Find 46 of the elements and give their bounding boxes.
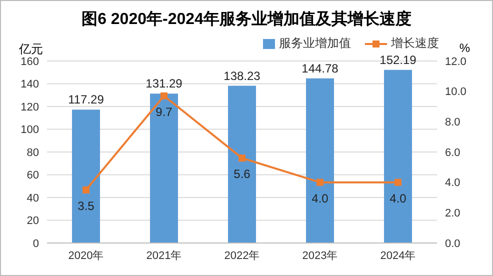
data-label: 5.6 (234, 167, 251, 182)
y-tick-label: 60 (26, 170, 39, 182)
data-label: 117.29 (68, 92, 104, 107)
data-label: 138.23 (224, 68, 261, 83)
y-tick-label: 20 (26, 215, 39, 228)
y2-tick-label: 6.0 (445, 146, 460, 159)
y2-tick-label: 2.0 (445, 208, 460, 220)
x-tick-label: 2023年 (302, 250, 338, 262)
data-label: 9.7 (156, 104, 173, 119)
chart-title: 图6 2020年-2024年服务业增加值及其增长速度 (80, 9, 412, 30)
y-axis-title: 亿元 (19, 41, 43, 57)
data-label: 131.29 (146, 76, 183, 91)
bar (306, 78, 334, 243)
bar (228, 86, 256, 243)
point (82, 186, 90, 194)
y-tick-label: 80 (26, 146, 39, 159)
data-label: 144.78 (302, 61, 339, 76)
y-tick-label: 160 (20, 56, 39, 68)
y2-tick-label: 12.0 (445, 56, 466, 68)
y2-tick-label: 4.0 (445, 177, 460, 190)
point (160, 92, 168, 100)
data-label: 4.0 (390, 191, 407, 206)
y2-axis-title: % (459, 41, 470, 55)
point (316, 178, 324, 186)
bar (384, 70, 412, 243)
x-tick-label: 2024年 (380, 250, 416, 262)
y-tick-label: 40 (26, 192, 39, 204)
y-tick-label: 100 (20, 124, 39, 136)
x-tick-label: 2022年 (224, 250, 260, 262)
point (238, 154, 246, 162)
y-tick-label: 0 (32, 238, 39, 250)
legend-label: 服务业增加值 (278, 35, 351, 52)
point (394, 178, 402, 186)
bar (150, 94, 178, 243)
y2-tick-label: 10.0 (445, 86, 466, 98)
data-label: 3.5 (78, 198, 95, 213)
x-tick-label: 2020年 (68, 250, 104, 262)
y-tick-label: 120 (20, 101, 39, 114)
bar (72, 110, 100, 243)
data-label: 152.19 (380, 52, 417, 67)
x-tick-label: 2021年 (146, 250, 182, 262)
data-label: 4.0 (312, 191, 329, 206)
legend-label: 增长速度 (390, 35, 439, 52)
y2-tick-label: 0.0 (445, 238, 460, 250)
y2-tick-label: 8.0 (445, 116, 460, 129)
y-tick-label: 140 (20, 78, 39, 91)
